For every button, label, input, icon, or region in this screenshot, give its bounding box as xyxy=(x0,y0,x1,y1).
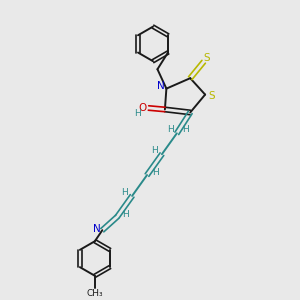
Text: S: S xyxy=(203,52,210,63)
Text: N: N xyxy=(157,81,164,91)
Text: H: H xyxy=(152,168,159,177)
Text: H: H xyxy=(122,210,129,219)
Text: H: H xyxy=(167,125,174,134)
Text: CH₃: CH₃ xyxy=(87,289,103,298)
Text: H: H xyxy=(121,188,128,197)
Text: O: O xyxy=(138,103,147,113)
Text: H: H xyxy=(151,146,158,155)
Text: N: N xyxy=(93,224,101,234)
Text: S: S xyxy=(208,91,215,101)
Text: H: H xyxy=(182,125,188,134)
Text: H: H xyxy=(134,109,141,118)
